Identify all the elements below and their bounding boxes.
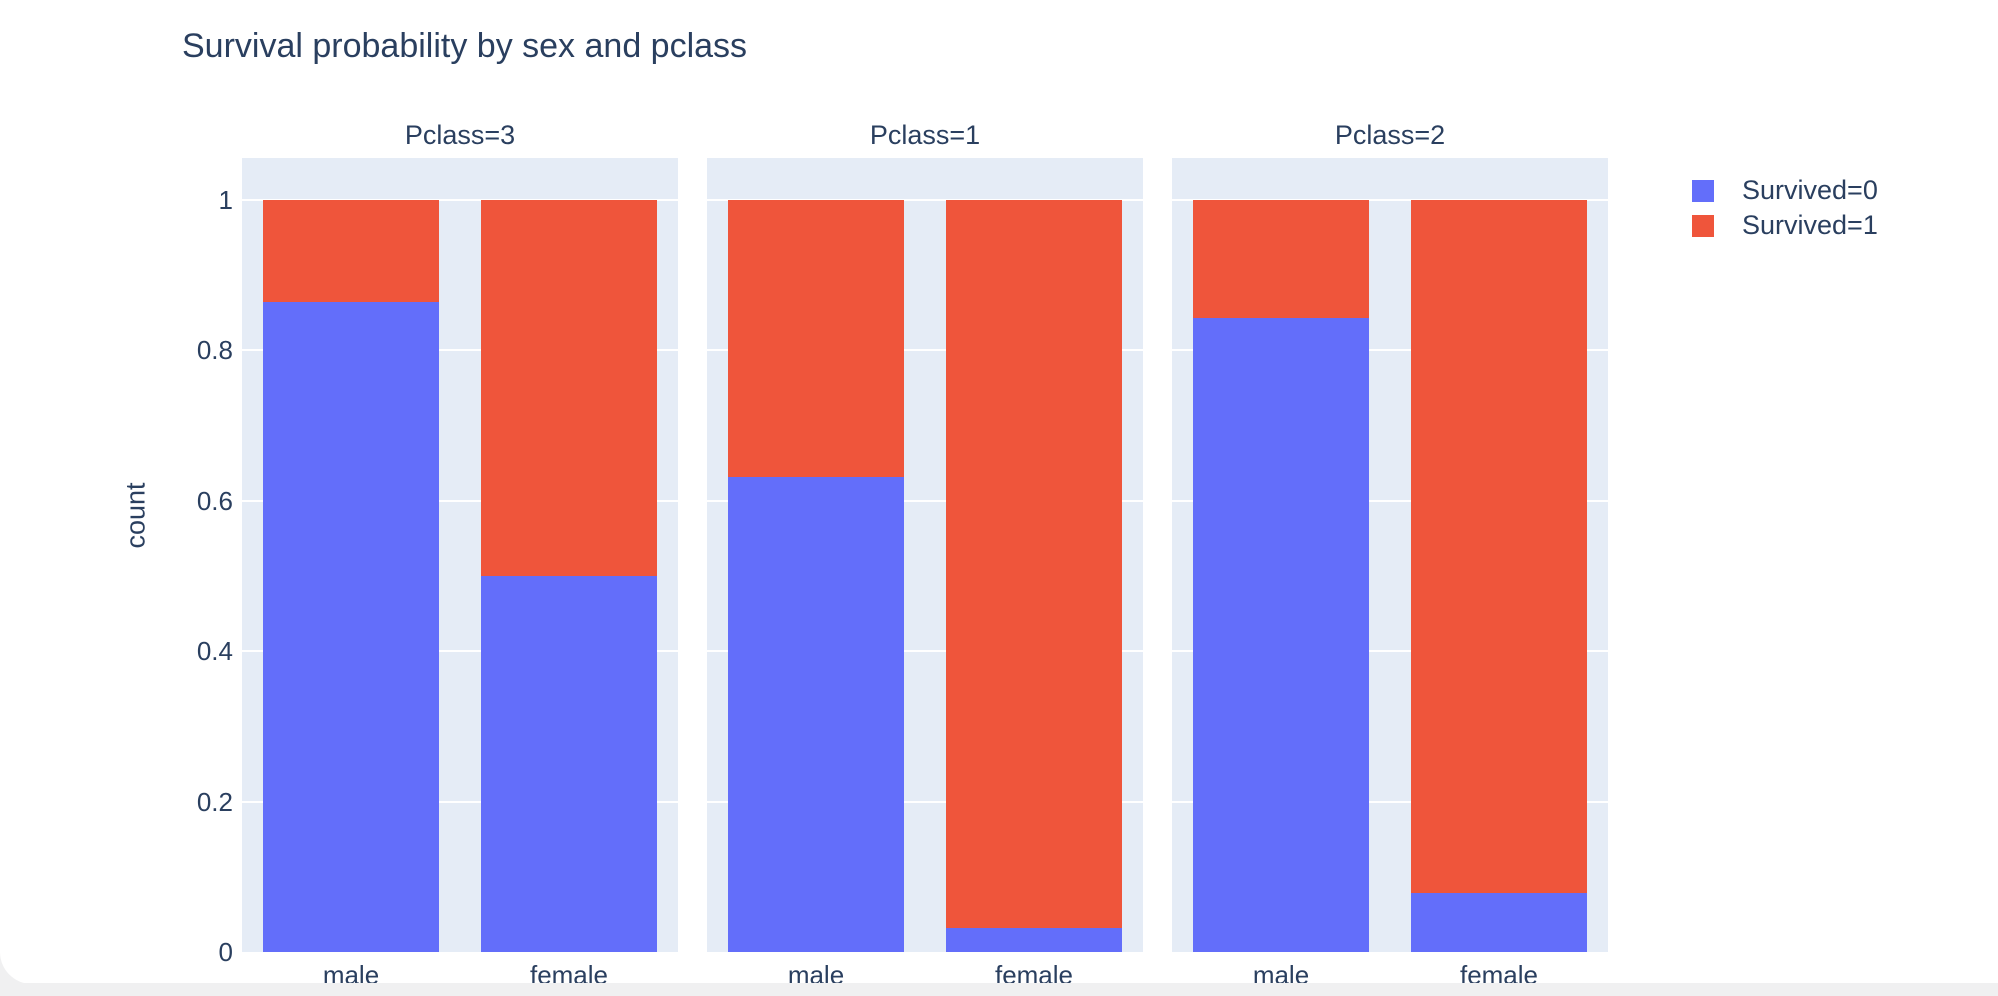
gridline — [242, 199, 678, 201]
bar-stack-male — [728, 200, 904, 952]
gridline — [707, 499, 1143, 502]
chart-title: Survival probability by sex and pclass — [182, 27, 748, 65]
gridline — [242, 349, 678, 352]
gridline — [1172, 349, 1608, 352]
facet-panel: Pclass=3 male female — [242, 120, 678, 990]
facet-title: Pclass=1 — [869, 120, 981, 150]
gridline — [242, 650, 678, 653]
legend-item-survived0[interactable]: Survived=0 — [1692, 173, 1878, 208]
bar-segment-survived0[interactable] — [481, 576, 657, 952]
bar-segment-survived0[interactable] — [263, 301, 439, 952]
bar-stack-male — [1193, 200, 1369, 952]
y-tick-label: 0.4 — [196, 636, 233, 667]
gridline — [707, 349, 1143, 352]
bar-segment-survived1[interactable] — [263, 200, 439, 302]
facet-title: Pclass=3 — [404, 120, 516, 150]
facet-panel: Pclass=1 male female — [707, 120, 1143, 990]
y-tick-label: 0 — [218, 937, 233, 967]
legend: Survived=0 Survived=1 — [1692, 173, 1878, 243]
bar-segment-survived1[interactable] — [1411, 200, 1587, 893]
gridline — [242, 499, 678, 502]
y-tick-label: 0.8 — [196, 335, 233, 366]
bar-segment-survived1[interactable] — [946, 200, 1122, 928]
gridline — [707, 800, 1143, 803]
bar-stack-male — [263, 200, 439, 952]
window-bottom-edge — [0, 983, 1998, 996]
bar-segment-survived0[interactable] — [946, 927, 1122, 952]
bar-segment-survived0[interactable] — [728, 476, 904, 952]
facet-panel: Pclass=2 male female — [1172, 120, 1608, 990]
gridline — [707, 650, 1143, 653]
legend-label: Survived=1 — [1742, 210, 1878, 240]
gridline — [1172, 800, 1608, 803]
bar-stack-female — [481, 200, 657, 952]
y-tick-label: 0.2 — [196, 786, 233, 817]
y-tick-label: 0.6 — [196, 485, 233, 516]
bar-segment-survived0[interactable] — [1193, 318, 1369, 952]
bar-stack-female — [1411, 200, 1587, 952]
bar-segment-survived1[interactable] — [1193, 200, 1369, 319]
gridline — [1172, 499, 1608, 502]
legend-label: Survived=0 — [1742, 175, 1878, 205]
gridline — [242, 800, 678, 803]
gridline — [1172, 199, 1608, 201]
legend-swatch — [1692, 214, 1714, 237]
facet-title: Pclass=2 — [1334, 120, 1446, 150]
gridline — [707, 199, 1143, 201]
bar-segment-survived1[interactable] — [728, 200, 904, 477]
legend-swatch — [1692, 179, 1714, 202]
window-rounded-corner — [0, 952, 80, 984]
y-tick-label: 1 — [218, 185, 233, 215]
bar-segment-survived1[interactable] — [481, 200, 657, 576]
gridline — [1172, 650, 1608, 653]
legend-item-survived1[interactable]: Survived=1 — [1692, 208, 1878, 243]
bar-stack-female — [946, 200, 1122, 952]
bar-segment-survived0[interactable] — [1411, 892, 1587, 952]
